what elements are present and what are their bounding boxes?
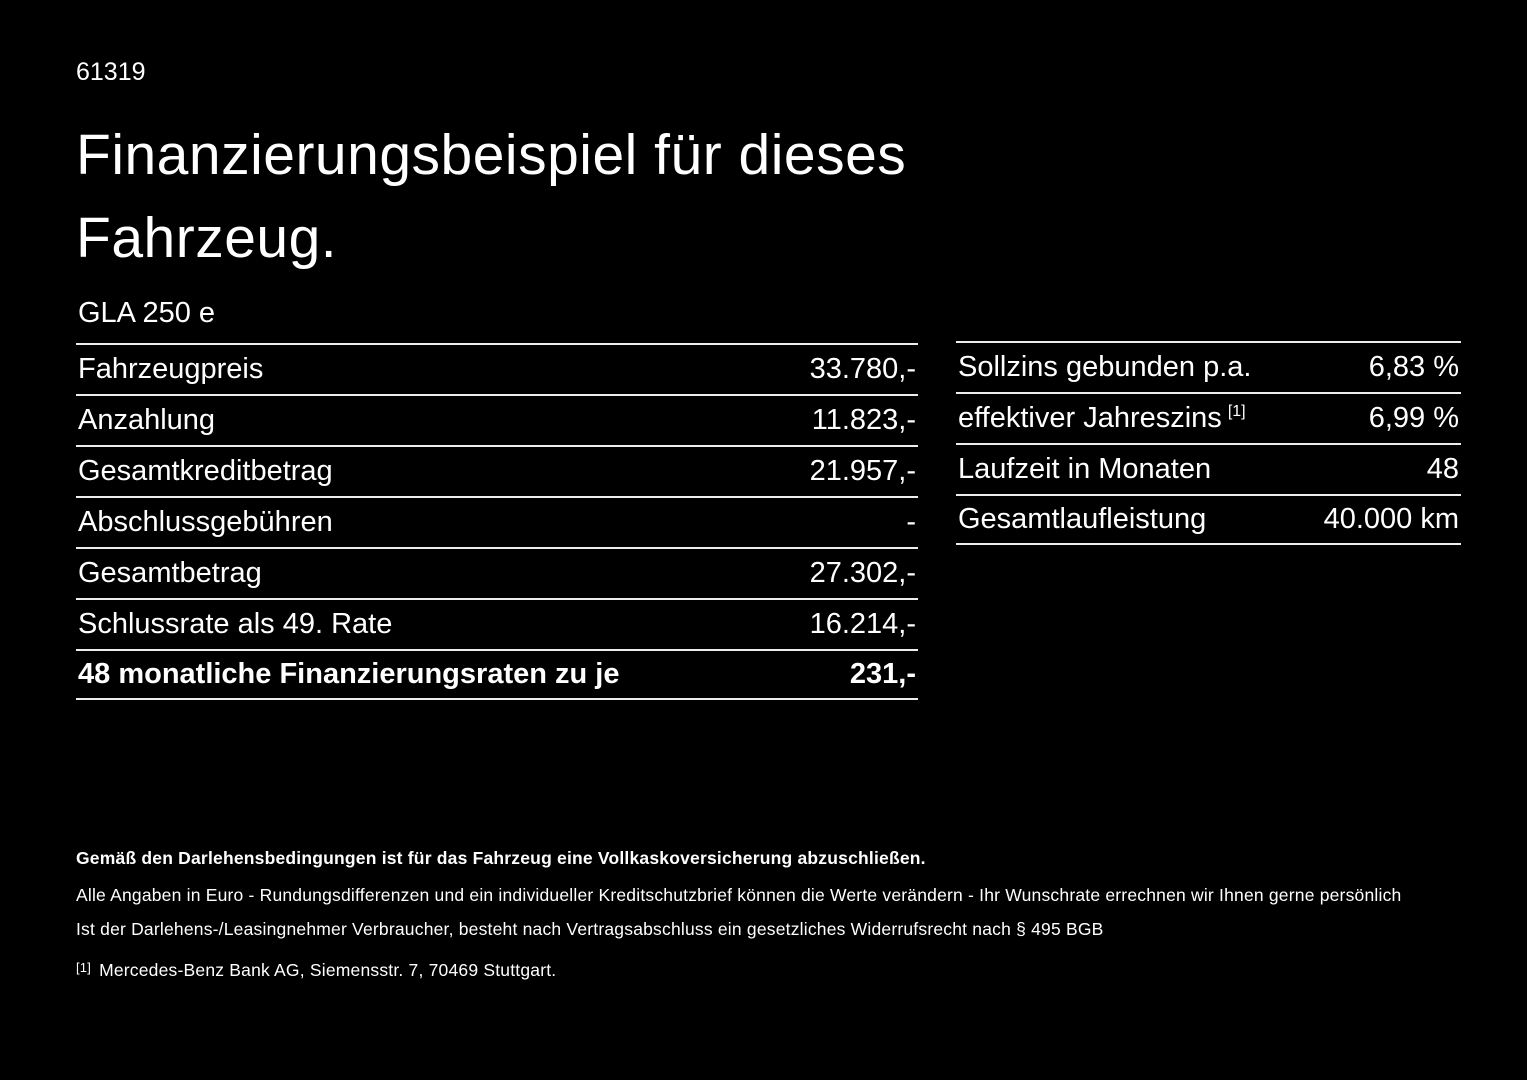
row-label: Laufzeit in Monaten [958,453,1217,486]
row-value: 6,99 % [1368,402,1459,434]
ref-text: Mercedes-Benz Bank AG, Siemensstr. 7, 70… [99,959,557,980]
table-row-gesamtlaufleistung: Gesamtlaufleistung 40.000 km [956,494,1461,545]
table-row-gesamtbetrag: Gesamtbetrag 27.302,- [76,547,918,598]
row-label: Abschlussgebühren [78,506,333,538]
row-value: 48 [1426,453,1459,485]
ref-marker: [1] [76,959,92,975]
table-row-gesamtkreditbetrag: Gesamtkreditbetrag 21.957,- [76,445,918,496]
row-value: 40.000 km [1323,503,1459,535]
table-row-schlussrate: Schlussrate als 49. Rate 16.214,- [76,598,918,649]
row-label: Gesamtbetrag [78,557,262,589]
model-name: GLA 250 e [78,297,216,329]
euro-note: Alle Angaben in Euro - Rundungsdifferenz… [76,884,1402,905]
row-value: 27.302,- [809,557,916,589]
withdrawal-note: Ist der Darlehens-/Leasingnehmer Verbrau… [76,919,1104,940]
row-label: Fahrzeugpreis [78,353,264,385]
row-value: 33.780,- [809,353,916,385]
row-label: effektiver Jahreszins [1] [958,402,1246,435]
page-id: 61319 [76,58,146,86]
footnote-marker: [1] [1227,403,1246,421]
row-label: Sollzins gebunden p.a. [958,351,1257,384]
table-row-abschlussgebuehren: Abschlussgebühren - [76,496,918,547]
row-value: 16.214,- [809,608,916,640]
conditions-table: Sollzins gebunden p.a. 6,83 % effektiver… [956,341,1461,545]
row-value: 231,- [849,658,916,690]
row-label: 48 monatliche Finanzierungsraten zu je [78,658,620,690]
row-label-text: Gesamtlaufleistung [958,503,1207,535]
row-label-text: effektiver Jahreszins [958,402,1222,434]
footnotes: Gemäß den Darlehensbedingungen ist für d… [76,847,1456,994]
page-title: Finanzierungsbeispiel für dieses Fahrzeu… [76,123,907,271]
row-value: 6,83 % [1368,351,1459,383]
row-label-text: Laufzeit in Monaten [958,453,1212,485]
table-row-sollzins: Sollzins gebunden p.a. 6,83 % [956,341,1461,392]
insurance-note: Gemäß den Darlehensbedingungen ist für d… [76,848,926,868]
row-value: 21.957,- [809,455,916,487]
finance-section: GLA 250 e Fahrzeugpreis 33.780,- Anzahlu… [76,297,918,700]
table-row-laufzeit: Laufzeit in Monaten 48 [956,443,1461,494]
table-row-effektiver-jahreszins: effektiver Jahreszins [1] 6,99 % [956,392,1461,443]
table-row-fahrzeugpreis: Fahrzeugpreis 33.780,- [76,343,918,394]
row-label: Anzahlung [78,404,216,436]
row-value: - [906,506,916,538]
row-label: Schlussrate als 49. Rate [78,608,393,640]
table-row-anzahlung: Anzahlung 11.823,- [76,394,918,445]
row-label: Gesamtlaufleistung [958,503,1212,536]
row-label: Gesamtkreditbetrag [78,455,333,487]
row-label-text: Sollzins gebunden p.a. [958,351,1252,383]
bank-reference: [1] Mercedes-Benz Bank AG, Siemensstr. 7,… [76,959,1456,983]
table-row-monatsrate: 48 monatliche Finanzierungsraten zu je 2… [76,649,918,700]
row-value: 11.823,- [811,404,916,436]
finance-table: Fahrzeugpreis 33.780,- Anzahlung 11.823,… [76,343,918,700]
